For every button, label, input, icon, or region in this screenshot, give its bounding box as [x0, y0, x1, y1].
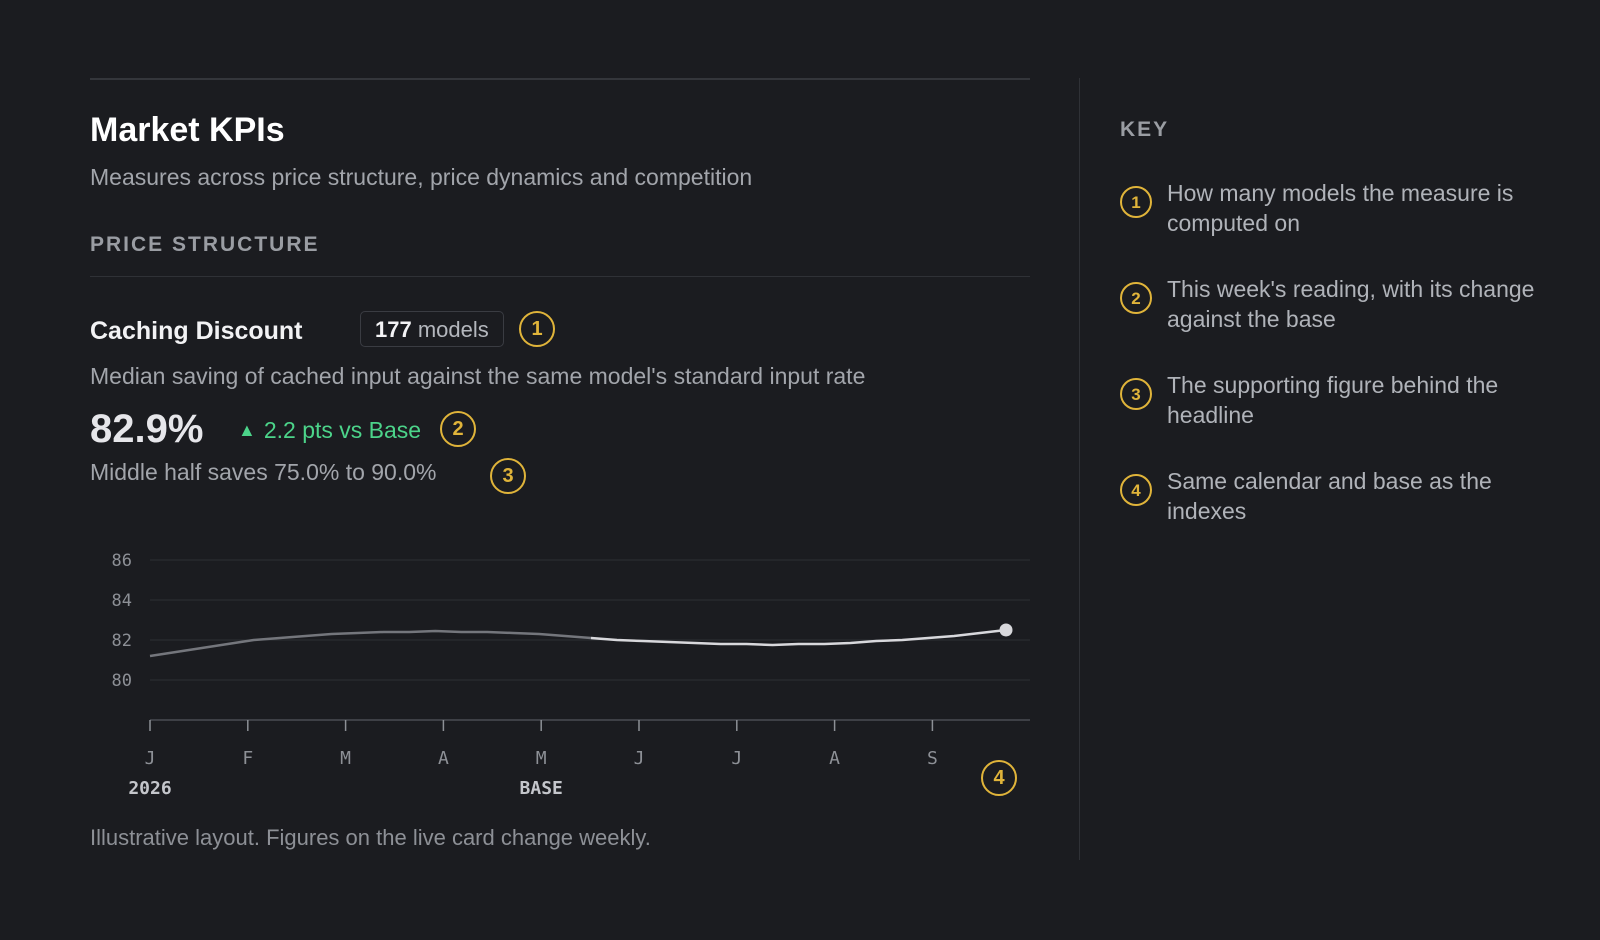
- x-tick-label: S: [927, 748, 938, 769]
- x-tick-label: M: [536, 748, 547, 769]
- key-item-2: 2 This week's reading, with its change a…: [1120, 274, 1540, 334]
- key-text-2: This week's reading, with its change aga…: [1167, 276, 1535, 332]
- year-label: 2026: [128, 778, 171, 799]
- key-text-3: The supporting figure behind the headlin…: [1167, 372, 1499, 428]
- panel-divider: [1079, 78, 1080, 860]
- base-label: BASE: [520, 778, 563, 799]
- key-panel: KEY 1 How many models the measure is com…: [1120, 118, 1540, 526]
- trend-chart-svg: 80 82 84 86 J F M A M J J A S 2026 BASE: [112, 551, 1030, 799]
- y-tick-label: 80: [112, 671, 132, 691]
- kpi-description: Median saving of cached input against th…: [90, 363, 866, 389]
- y-tick-label: 86: [112, 551, 132, 571]
- section-rule: [90, 276, 1030, 277]
- footnote: Illustrative layout. Figures on the live…: [90, 825, 651, 850]
- section-label: PRICE STRUCTURE: [90, 233, 320, 256]
- key-text-1: How many models the measure is computed …: [1167, 180, 1514, 236]
- x-tick-label: J: [634, 748, 645, 769]
- marker-4: 4: [981, 760, 1017, 796]
- models-count-chip: 177 models: [360, 311, 504, 347]
- kpi-change: ▲ 2.2 pts vs Base: [238, 415, 421, 447]
- x-tick-label: J: [145, 748, 156, 769]
- y-tick-label: 84: [112, 591, 132, 611]
- series-line-post-base: [590, 628, 1007, 647]
- key-title: KEY: [1120, 118, 1170, 141]
- top-rule: [90, 78, 1030, 80]
- kpi-panel: Market KPIs Measures across price struct…: [90, 78, 1030, 497]
- key-marker-3: 3: [1120, 378, 1152, 410]
- key-marker-1: 1: [1120, 186, 1152, 218]
- models-label: models: [417, 317, 489, 342]
- kpi-support-row: Middle half saves 75.0% to 90.0% 3: [90, 457, 1030, 497]
- page-title: Market KPIs: [90, 111, 285, 149]
- key-item-1: 1 How many models the measure is compute…: [1120, 178, 1540, 238]
- x-tick-label: A: [829, 748, 840, 769]
- x-tick-label: J: [731, 748, 742, 769]
- series-line-pre-base: [149, 629, 592, 658]
- key-marker-2: 2: [1120, 282, 1152, 314]
- page-subtitle: Measures across price structure, price d…: [90, 164, 753, 190]
- kpi-name: Caching Discount: [90, 317, 303, 345]
- kpi-value: 82.9%: [90, 407, 204, 451]
- kpi-value-row: 82.9% ▲ 2.2 pts vs Base 2: [90, 401, 1030, 457]
- key-item-3: 3 The supporting figure behind the headl…: [1120, 370, 1540, 430]
- kpi-header: Caching Discount 177 models 1: [90, 311, 1030, 351]
- key-item-4: 4 Same calendar and base as the indexes: [1120, 466, 1540, 526]
- x-tick-label: A: [438, 748, 449, 769]
- trend-chart: 80 82 84 86 J F M A M J J A S 2026 BASE 4: [90, 530, 1030, 800]
- key-text-4: Same calendar and base as the indexes: [1167, 468, 1492, 524]
- kpi-change-text: 2.2 pts vs Base: [263, 417, 422, 443]
- marker-2: 2: [440, 411, 476, 447]
- kpi-support: Middle half saves 75.0% to 90.0%: [90, 459, 437, 485]
- up-triangle-icon: ▲: [238, 420, 256, 440]
- models-count: 177: [375, 317, 412, 342]
- marker-3: 3: [490, 458, 526, 494]
- x-tick-label: M: [340, 748, 351, 769]
- y-tick-label: 82: [112, 631, 132, 651]
- key-marker-4: 4: [1120, 474, 1152, 506]
- latest-point: [999, 623, 1013, 637]
- marker-1: 1: [519, 311, 555, 347]
- x-tick-label: F: [242, 748, 253, 769]
